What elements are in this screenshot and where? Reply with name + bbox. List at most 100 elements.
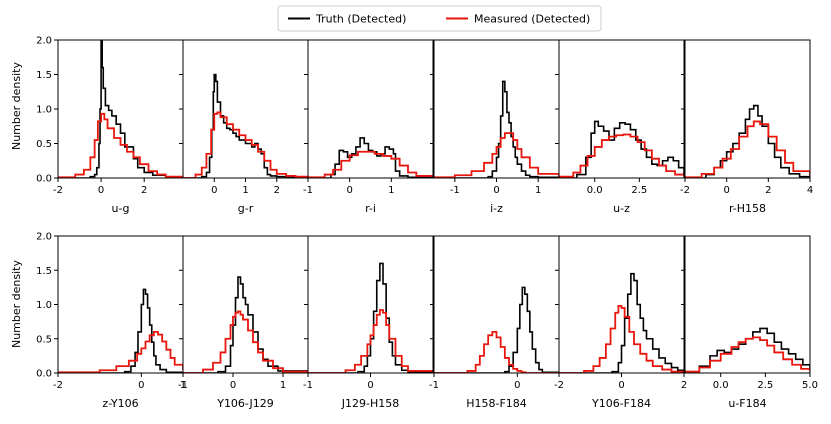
x-tick-label: -2 <box>554 380 564 391</box>
x-tick-label: -1 <box>450 185 460 196</box>
panel-u-f184: 0.0 2.5 5.0 u-F184 <box>681 235 818 410</box>
x-tick-label: -1 <box>303 185 313 196</box>
series-truth-r-i <box>308 137 433 178</box>
legend-box <box>277 5 602 32</box>
x-tick-label: 0 <box>618 380 624 391</box>
panel-frame <box>57 39 184 179</box>
series-measured-i-z <box>434 132 559 178</box>
series-measured-u-f184 <box>685 336 810 373</box>
series-measured-j129-h158 <box>308 309 433 373</box>
x-tick-label: 5.0 <box>802 380 818 391</box>
panel-frame <box>684 39 811 179</box>
x-tick-label: -1 <box>429 380 439 391</box>
x-tick-label: 0 <box>346 185 352 196</box>
x-tick-label: 1 <box>535 185 541 196</box>
series-truth-j129-h158 <box>308 262 433 373</box>
x-axis-label: Y106-J129 <box>216 397 274 410</box>
series-truth-y106-j129 <box>183 276 308 373</box>
y-tick-label: 0.0 <box>36 369 52 380</box>
y-axis-label-bottom: Number density <box>10 260 23 349</box>
x-tick-label: 1 <box>388 185 394 196</box>
panel-r-i: -1 0 1 r-i <box>303 39 434 215</box>
panel-frame <box>684 235 811 374</box>
x-tick-label: 0 <box>493 185 499 196</box>
x-tick-label: -1 <box>303 380 313 391</box>
series-measured-z-y106 <box>58 331 183 373</box>
series-measured-u-z <box>559 133 684 178</box>
x-axis-label: g-r <box>238 202 254 215</box>
y-axis-label-top: Number density <box>10 62 23 151</box>
x-tick-label: 2.5 <box>631 185 647 196</box>
x-tick-label: 1 <box>180 380 186 391</box>
series-measured-r-i <box>308 150 433 178</box>
panel-r-h158: -2 0 2 4 r-H158 <box>680 39 813 215</box>
series-measured-y106-j129 <box>183 310 308 373</box>
x-tick-label: -2 <box>680 185 690 196</box>
x-axis-label: r-i <box>365 202 376 215</box>
x-axis-label: u-z <box>613 202 630 215</box>
x-axis-label: i-z <box>490 202 503 215</box>
panel-i-z: -1 0 1 i-z <box>430 39 560 215</box>
panel-frame <box>57 235 184 374</box>
panel-y106-j129: -1 0 1 Y106-J129 <box>178 235 309 410</box>
series-truth-u-g <box>58 40 183 178</box>
panel-y106-f184: -2 0 2 Y106-F184 <box>554 235 687 410</box>
y-tick-label: 0.5 <box>36 139 52 150</box>
series-truth-r-h158 <box>685 104 810 178</box>
x-tick-label: 4 <box>807 185 813 196</box>
panel-z-y106: -2 0 1 0.0 0.5 1.0 1.5 2.0 z-Y106 <box>36 232 186 411</box>
x-tick-label: 0 <box>98 185 104 196</box>
panel-u-g: -2 0 2 0.0 0.5 1.0 1.5 2.0 u-g <box>36 36 184 215</box>
series-measured-g-r <box>183 111 308 178</box>
legend-label-truth: Truth (Detected) <box>315 13 406 26</box>
panel-u-z: 0.0 2.5u-z <box>555 39 685 215</box>
series-measured-r-h158 <box>685 120 810 178</box>
x-tick-label: 0 <box>367 380 373 391</box>
x-axis-label: u-F184 <box>728 397 766 410</box>
x-tick-label: 0 <box>211 185 217 196</box>
y-tick-label: 1.5 <box>36 266 52 277</box>
series-measured-u-g <box>58 112 183 178</box>
series-truth-u-f184 <box>685 327 810 373</box>
series-truth-i-z <box>434 80 559 178</box>
y-tick-label: 1.0 <box>36 300 52 311</box>
panel-frame <box>433 235 560 374</box>
x-axis-label: J129-H158 <box>341 397 399 410</box>
x-tick-label: -2 <box>53 380 63 391</box>
x-tick-label: 0 <box>723 185 729 196</box>
x-axis-label: u-g <box>112 202 130 215</box>
series-truth-u-z <box>559 120 684 178</box>
series-truth-z-y106 <box>58 288 183 373</box>
series-truth-g-r <box>183 73 308 178</box>
panel-frame <box>558 39 685 179</box>
y-tick-label: 0.0 <box>36 174 52 185</box>
panel-frame <box>307 39 434 179</box>
panel-frame <box>182 39 309 179</box>
series-measured-h158-f184 <box>434 331 559 373</box>
x-axis-label: Y106-F184 <box>591 397 651 410</box>
x-axis-label: z-Y106 <box>102 397 138 410</box>
x-tick-label: -2 <box>53 185 63 196</box>
y-tick-label: 2.0 <box>36 36 52 47</box>
x-tick-label: 1 <box>242 185 248 196</box>
panels: -2 0 2 0.0 0.5 1.0 1.5 2.0 u-g 0 1 2 g-r -1 0 1 r-i -1 0 1 i… <box>36 36 818 411</box>
x-tick-label: -1 <box>178 380 188 391</box>
x-tick-label: 0.0 <box>587 185 603 196</box>
x-tick-label: 0 <box>514 380 520 391</box>
panel-h158-f184: -1 0 H158-F184 <box>429 235 560 410</box>
x-tick-label: 2 <box>141 185 147 196</box>
x-tick-label: 2 <box>274 185 280 196</box>
legend: Truth (Detected) Measured (Detected) <box>277 5 602 32</box>
x-tick-label: 0 <box>138 380 144 391</box>
x-axis-label: r-H158 <box>729 202 766 215</box>
y-tick-label: 1.5 <box>36 70 52 81</box>
legend-label-measured: Measured (Detected) <box>474 13 590 26</box>
series-measured-y106-f184 <box>559 304 684 373</box>
y-tick-label: 1.0 <box>36 105 52 116</box>
x-tick-label: 2.5 <box>757 380 773 391</box>
x-tick-label: 0.0 <box>713 380 729 391</box>
x-axis-label: H158-F184 <box>466 397 527 410</box>
series-truth-y106-f184 <box>559 272 684 373</box>
series-truth-h158-f184 <box>434 286 559 373</box>
